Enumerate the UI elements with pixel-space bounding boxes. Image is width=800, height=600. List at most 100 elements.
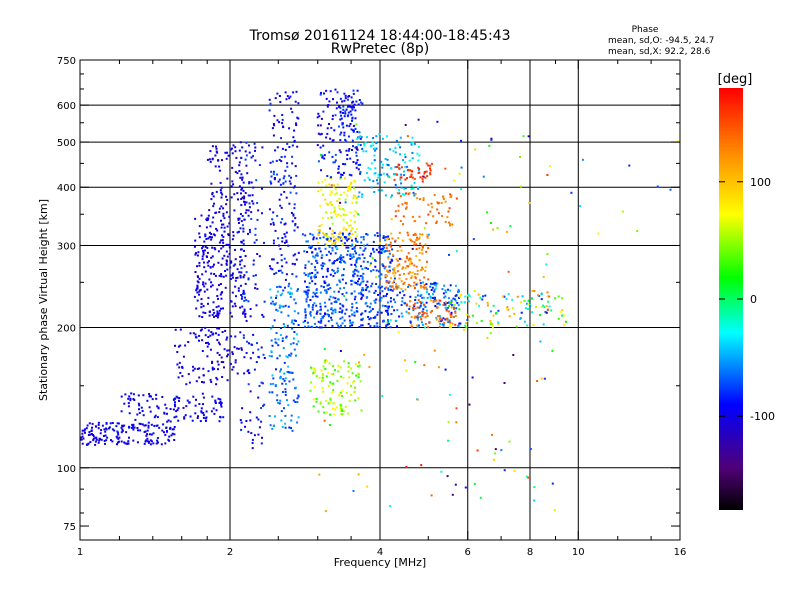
data-point — [271, 300, 274, 303]
data-point — [349, 183, 352, 186]
data-point — [319, 93, 322, 96]
data-point — [211, 265, 214, 268]
data-point — [249, 231, 251, 234]
data-point — [198, 232, 201, 235]
data-point — [240, 348, 243, 351]
data-point — [333, 231, 336, 234]
data-point — [325, 184, 328, 187]
data-point — [383, 236, 386, 239]
data-point — [201, 273, 204, 276]
data-point — [209, 348, 212, 351]
data-point — [231, 166, 234, 169]
data-point — [116, 443, 118, 446]
data-point — [354, 210, 357, 213]
data-point — [211, 333, 214, 336]
data-point — [241, 215, 244, 217]
data-point — [360, 318, 363, 321]
data-point — [314, 368, 317, 371]
data-point — [200, 407, 203, 410]
data-point — [368, 178, 371, 181]
data-point — [375, 276, 377, 279]
data-point — [98, 439, 101, 442]
data-point — [215, 409, 218, 412]
data-point — [414, 315, 417, 318]
data-point — [219, 293, 222, 296]
data-point — [380, 296, 383, 299]
data-point — [208, 158, 211, 161]
x-axis-label: Frequency [MHz] — [334, 556, 426, 569]
data-point — [344, 325, 347, 327]
data-point — [321, 387, 324, 389]
data-point — [283, 190, 286, 193]
data-point — [379, 234, 381, 237]
data-point — [492, 304, 495, 307]
data-point — [429, 172, 432, 175]
data-point — [361, 253, 364, 256]
data-point — [288, 180, 291, 183]
data-point — [215, 376, 218, 379]
data-point — [403, 273, 405, 275]
data-point — [338, 279, 341, 282]
data-point — [152, 432, 155, 435]
data-point — [439, 317, 442, 320]
data-point — [329, 397, 332, 400]
data-point — [411, 240, 414, 243]
data-point — [422, 303, 425, 306]
data-point — [85, 427, 88, 430]
data-point — [341, 244, 344, 247]
data-point — [388, 250, 391, 252]
data-point — [117, 437, 120, 440]
data-point — [362, 317, 364, 320]
data-point — [138, 411, 141, 414]
data-point — [290, 352, 293, 355]
data-point — [527, 307, 529, 310]
data-point — [248, 202, 251, 205]
data-point — [448, 297, 450, 300]
data-point — [355, 374, 358, 377]
data-point — [223, 366, 225, 369]
data-point — [328, 250, 330, 253]
data-point — [215, 332, 217, 335]
data-point — [346, 158, 349, 161]
data-point — [503, 295, 506, 298]
data-point — [220, 291, 223, 294]
x-tick-label: 10 — [572, 547, 585, 558]
data-point — [343, 134, 346, 137]
data-point — [234, 279, 237, 282]
data-point — [113, 429, 116, 432]
data-point — [260, 420, 263, 423]
data-point — [387, 271, 390, 273]
data-point — [332, 161, 335, 164]
data-point — [396, 165, 399, 168]
data-point — [84, 428, 86, 431]
data-point — [337, 364, 340, 367]
data-point — [191, 419, 194, 422]
data-point — [438, 320, 441, 323]
data-point — [353, 281, 356, 284]
data-point — [242, 181, 245, 184]
data-point — [283, 241, 286, 244]
data-point — [342, 126, 345, 129]
data-point — [104, 430, 107, 433]
data-point — [317, 181, 320, 184]
data-point — [343, 236, 346, 238]
data-point — [248, 151, 251, 154]
data-point — [527, 303, 530, 306]
data-point — [380, 248, 383, 251]
data-point — [226, 336, 229, 339]
data-point — [337, 324, 340, 327]
data-point — [155, 424, 158, 427]
data-point — [133, 426, 136, 429]
data-point — [324, 198, 327, 201]
data-point — [146, 433, 149, 436]
data-point — [219, 398, 222, 401]
data-point — [423, 171, 426, 173]
data-point — [310, 325, 313, 328]
data-point — [339, 201, 342, 204]
data-point — [202, 416, 205, 419]
data-point — [399, 176, 402, 179]
data-point — [361, 280, 364, 283]
data-point — [379, 297, 382, 300]
data-point — [545, 311, 548, 314]
data-point — [355, 252, 358, 255]
